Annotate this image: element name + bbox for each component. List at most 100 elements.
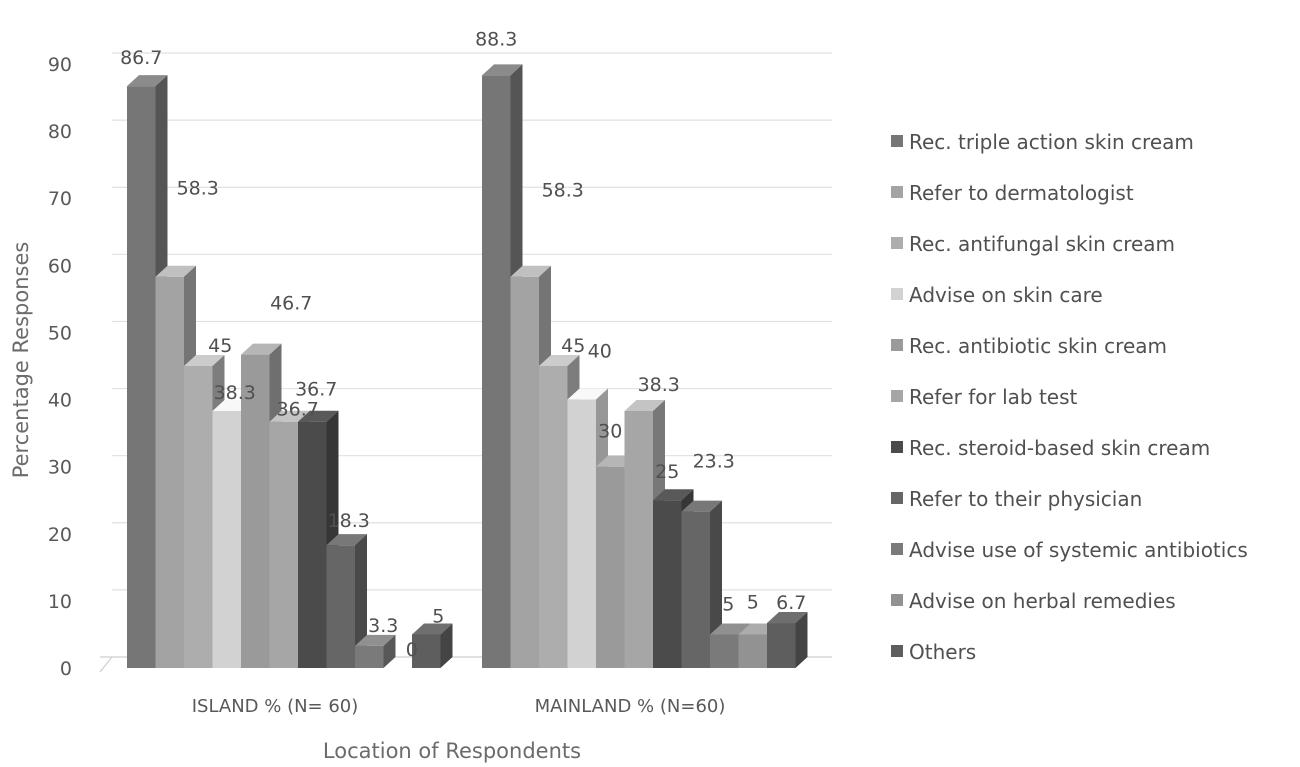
legend-swatch — [891, 135, 903, 147]
bar-top — [510, 265, 551, 277]
legend-swatch — [891, 237, 903, 249]
legend-label: Advise on herbal remedies — [909, 589, 1176, 613]
legend-item: Refer to their physician — [891, 487, 1142, 511]
legend-swatch — [891, 186, 903, 198]
bar-top — [767, 612, 808, 624]
bar-top — [155, 265, 196, 277]
y-tick-label: 60 — [48, 255, 72, 277]
category-labels: ISLAND % (N= 60) MAINLAND % (N=60) — [192, 696, 726, 717]
y-tick-label: 30 — [48, 457, 72, 479]
bar-top — [482, 64, 523, 76]
data-label: 38.3 — [214, 382, 256, 404]
data-label: 36.7 — [277, 399, 319, 421]
bar-side — [440, 623, 453, 668]
bar-front — [653, 500, 682, 668]
legend-item: Advise on skin care — [891, 283, 1103, 307]
bar-front — [155, 276, 184, 668]
data-label: 58.3 — [542, 180, 584, 202]
legend-item: Rec. antifungal skin cream — [891, 232, 1175, 256]
bar-front — [738, 634, 767, 668]
y-tick-label: 70 — [48, 188, 72, 210]
legend-swatch — [891, 339, 903, 351]
legend-label: Refer for lab test — [909, 385, 1078, 409]
bar-front — [624, 410, 653, 668]
bar-front — [539, 366, 568, 668]
bar — [681, 500, 722, 668]
bar-top — [653, 489, 694, 501]
legend-label: Refer to dermatologist — [909, 181, 1134, 205]
data-label: 18.3 — [328, 510, 370, 532]
bar-front — [241, 354, 270, 668]
legend-swatch — [891, 288, 903, 300]
bar-side — [795, 612, 808, 668]
legend-label: Others — [909, 640, 976, 664]
data-label: 6.7 — [776, 592, 806, 614]
legend-label: Rec. steroid-based skin cream — [909, 436, 1210, 460]
legend-label: Rec. triple action skin cream — [909, 130, 1194, 154]
data-label: 86.7 — [120, 47, 162, 69]
bar — [412, 623, 453, 668]
legend-swatch — [891, 645, 903, 657]
bar-top — [681, 500, 722, 512]
bar-front — [212, 410, 241, 668]
legend-swatch — [891, 543, 903, 555]
legend-swatch — [891, 441, 903, 453]
bar — [127, 75, 168, 668]
bar-side — [355, 534, 367, 668]
bar-top — [241, 343, 282, 355]
bar-top — [184, 355, 225, 366]
y-axis-ticks: 0 10 20 30 40 50 60 70 80 90 — [48, 54, 72, 680]
bar-top — [539, 355, 580, 366]
bar-side — [710, 500, 722, 668]
legend-swatch — [891, 594, 903, 606]
legend-swatch — [891, 492, 903, 504]
data-label: 45 — [561, 335, 585, 357]
data-label: 0 — [406, 639, 418, 661]
bars — [127, 64, 808, 669]
legend-label: Advise use of systemic antibiotics — [909, 538, 1248, 562]
data-label: 5 — [722, 593, 734, 615]
legend-item: Refer for lab test — [891, 385, 1078, 409]
y-axis-title: Percentage Responses — [9, 242, 33, 479]
data-label: 36.7 — [295, 379, 337, 401]
bar-front — [412, 634, 441, 668]
data-label: 5 — [432, 605, 444, 627]
legend-label: Rec. antibiotic skin cream — [909, 334, 1167, 358]
legend-item: Advise on herbal remedies — [891, 589, 1176, 613]
y-tick-label: 20 — [48, 524, 72, 546]
bar — [767, 612, 808, 668]
data-label: 46.7 — [270, 293, 312, 315]
legend-label: Refer to their physician — [909, 487, 1142, 511]
bar-front — [269, 421, 298, 668]
y-tick-label: 90 — [48, 54, 72, 76]
legend-item: Rec. triple action skin cream — [891, 130, 1194, 154]
data-labels: 86.758.34538.346.736.736.718.33.30588.35… — [120, 28, 806, 661]
bar-top — [710, 623, 751, 635]
bar-top — [567, 388, 608, 400]
bar — [326, 534, 367, 668]
bar-side — [383, 634, 396, 668]
bar-front — [567, 399, 596, 668]
legend-item: Rec. steroid-based skin cream — [891, 436, 1210, 460]
x-axis-title: Location of Respondents — [323, 739, 581, 763]
legend: Rec. triple action skin cream Refer to de… — [891, 130, 1248, 664]
bar-top — [355, 634, 396, 646]
y-tick-label: 80 — [48, 121, 72, 143]
bar-front — [510, 276, 539, 668]
legend-label: Rec. antifungal skin cream — [909, 232, 1175, 256]
bar-front — [127, 86, 156, 668]
bar-top — [298, 410, 339, 422]
bar-front — [710, 634, 739, 668]
data-label: 40 — [588, 341, 612, 363]
category-label-island: ISLAND % (N= 60) — [192, 696, 359, 717]
legend-item: Rec. antibiotic skin cream — [891, 334, 1167, 358]
bar-top — [269, 410, 310, 422]
data-label: 88.3 — [475, 28, 517, 50]
legend-label: Advise on skin care — [909, 283, 1103, 307]
data-label: 58.3 — [177, 178, 219, 200]
bar-front — [184, 366, 213, 668]
y-tick-label: 50 — [48, 322, 72, 344]
data-label: 5 — [747, 591, 759, 613]
legend-item: Others — [891, 640, 976, 664]
